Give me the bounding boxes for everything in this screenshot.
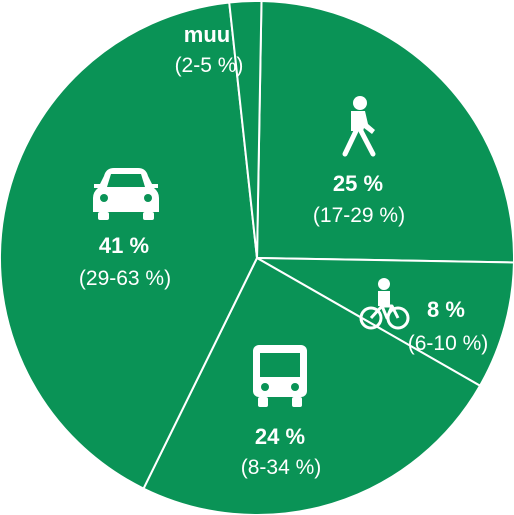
slice-label-bus: 24 % (8-34 %) xyxy=(241,345,322,479)
pie-slice-other xyxy=(228,0,263,259)
bike-percent-label: 8 % xyxy=(427,297,465,322)
pie-slice-walk xyxy=(256,0,514,264)
bus-range-label: (8-34 %) xyxy=(241,456,322,479)
other-range-label: (2-5 %) xyxy=(175,54,244,77)
pedestrian-icon xyxy=(342,96,376,157)
pie-slice-bus xyxy=(142,257,482,515)
slice-label-walk: 25 % (17-29 %) xyxy=(313,96,405,227)
slice-label-other: muu (2-5 %) xyxy=(175,22,244,77)
bus-icon xyxy=(253,345,307,407)
car-range-label: (29-63 %) xyxy=(79,267,171,290)
bus-percent-label: 24 % xyxy=(255,424,305,449)
car-icon xyxy=(93,168,159,220)
car-percent-label: 41 % xyxy=(99,233,149,258)
walk-percent-label: 25 % xyxy=(333,171,383,196)
bicycle-icon xyxy=(359,278,410,330)
bike-range-label: (6-10 %) xyxy=(408,332,489,355)
slice-label-bike: 8 % (6-10 %) xyxy=(359,278,489,355)
other-name-label: muu xyxy=(184,22,230,47)
slice-label-car: 41 % (29-63 %) xyxy=(79,168,171,290)
pie-slice-car xyxy=(0,1,258,490)
walk-range-label: (17-29 %) xyxy=(313,204,405,227)
